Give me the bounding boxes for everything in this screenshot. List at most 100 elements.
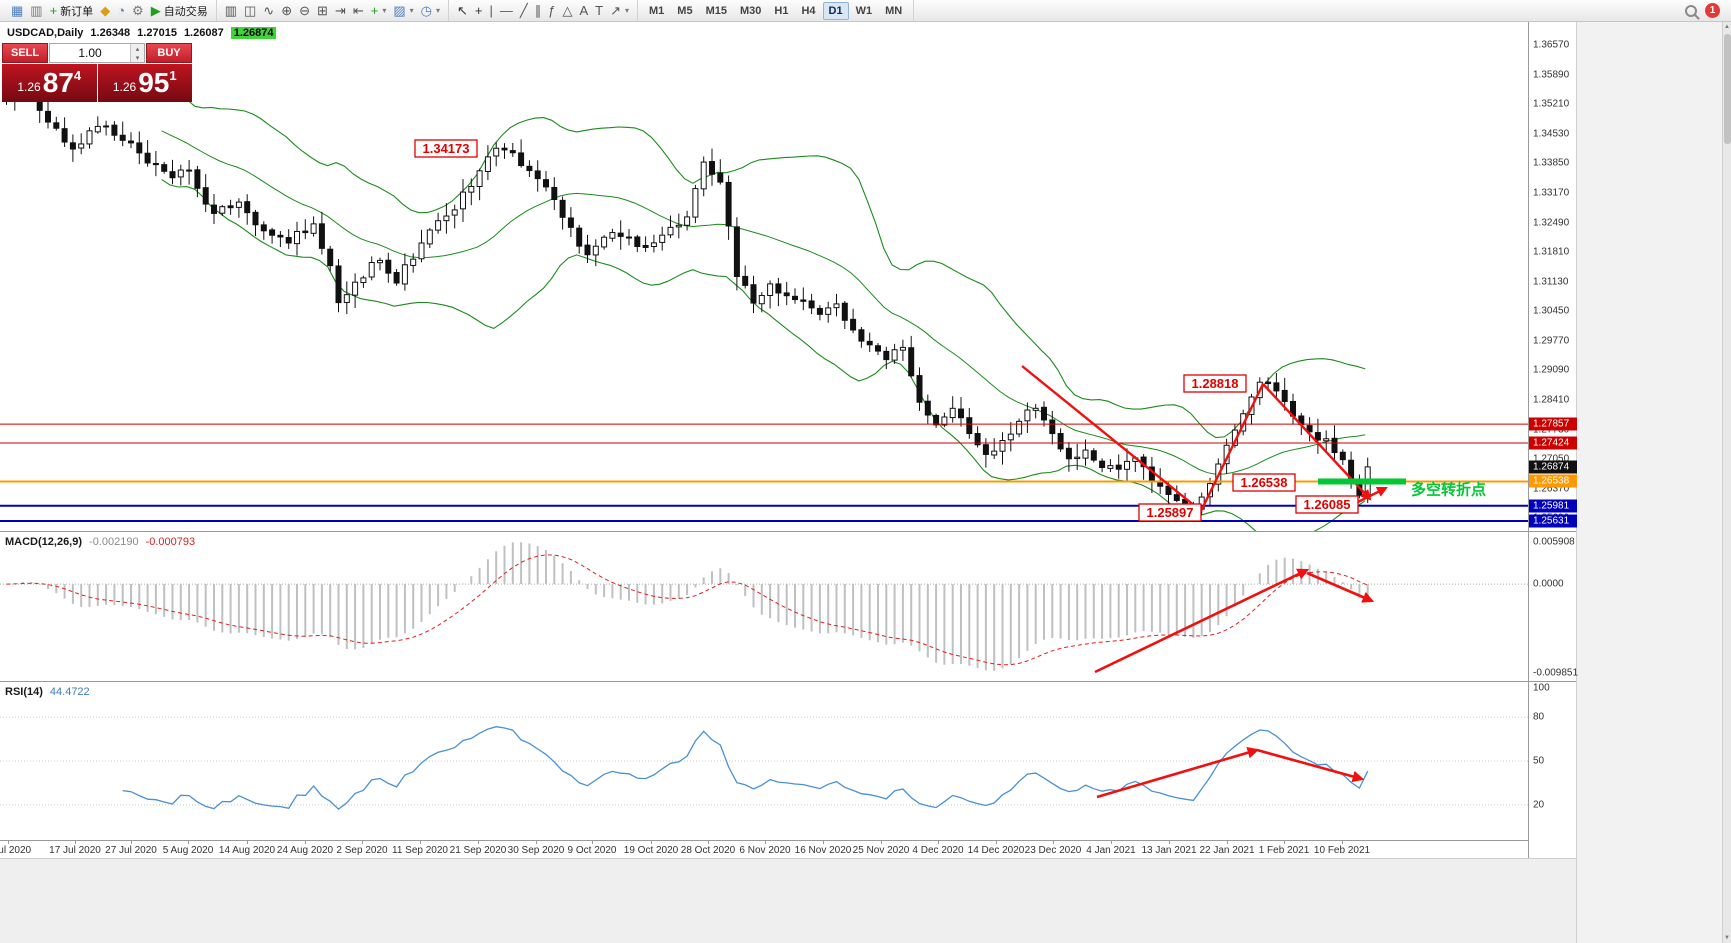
tile-windows-icon[interactable]: ⊞: [314, 2, 331, 20]
buy-price-tile[interactable]: 1.26 95 1: [97, 64, 192, 102]
macd-histogram: [13, 542, 1369, 671]
candlestick-chart-icon[interactable]: ◫: [241, 2, 259, 20]
lot-size-value[interactable]: 1.00: [78, 46, 102, 60]
bid-prefix: 1.26: [17, 79, 41, 94]
new-order-button[interactable]: + 新订单: [47, 2, 97, 20]
chevron-down-icon: ▾: [382, 6, 387, 15]
mdi-background: [1576, 22, 1722, 943]
text-icon: A: [579, 3, 589, 18]
date-tick: [996, 841, 997, 844]
channel-icon[interactable]: ∥: [532, 2, 545, 20]
ask-prefix: 1.26: [112, 79, 137, 94]
search-icon[interactable]: [1685, 4, 1697, 17]
autotrading-button[interactable]: ▶ 自动交易: [148, 2, 211, 20]
axis-label: 1.33850: [1533, 157, 1570, 169]
rsi-panel[interactable]: [0, 682, 1528, 840]
date-tick: [1227, 841, 1228, 844]
arrows-icon[interactable]: ↗ ▾: [607, 2, 632, 20]
new-chart-icon: +: [370, 3, 379, 18]
timeframe-d1[interactable]: D1: [822, 1, 849, 20]
channel-icon: ∥: [534, 3, 542, 18]
line-chart-icon[interactable]: ∿: [260, 2, 277, 20]
market-watch-icon[interactable]: ▥: [27, 2, 45, 20]
date-tick: [478, 841, 479, 844]
auto-scroll-icon[interactable]: ⇥: [332, 2, 349, 20]
time-axis[interactable]: 8 Jul 2020 17 Jul 2020 27 Jul 2020 5 Aug 20…: [0, 840, 1528, 858]
axis-label: -0.009851: [1533, 667, 1579, 679]
timeframe-h4[interactable]: H4: [801, 4, 816, 17]
date-label: 4 Jan 2021: [1086, 845, 1136, 856]
timeframe-m1[interactable]: M1: [649, 4, 665, 17]
chart-shift-icon[interactable]: ⇤: [350, 2, 367, 20]
date-label: 8 Jul 2020: [0, 845, 32, 856]
text-label-icon[interactable]: T: [592, 2, 606, 20]
trendline-icon[interactable]: ╱: [517, 2, 531, 20]
date-tick: [420, 841, 421, 844]
panel-separator[interactable]: [0, 681, 1576, 682]
date-label: 21 Sep 2020: [449, 845, 507, 856]
timeframe-m30[interactable]: M30: [739, 4, 762, 17]
period-icon: ◷: [420, 3, 432, 18]
timeframe-m15[interactable]: M15: [705, 4, 727, 17]
main-price-chart[interactable]: 多空转折点 1.34173 1.28818 1.26538 1.25897 1.26085: [0, 22, 1528, 531]
scrollbar-thumb[interactable]: [1724, 34, 1731, 144]
period-icon[interactable]: ◷ ▾: [418, 2, 443, 20]
buy-button[interactable]: BUY: [146, 43, 192, 63]
crosshair-icon[interactable]: +: [472, 2, 486, 20]
date-tick: [765, 841, 766, 844]
chart-window-icon: ▦: [11, 3, 24, 18]
profiles-icon[interactable]: ▨ ▾: [390, 2, 416, 20]
timeframe-mn[interactable]: MN: [885, 4, 903, 17]
timeframe-w1[interactable]: W1: [855, 4, 873, 17]
new-chart-icon[interactable]: + ▾: [368, 2, 390, 20]
bar-chart-icon: ▥: [224, 3, 237, 18]
notification-badge[interactable]: 1: [1705, 3, 1720, 18]
zoom-out-icon: ⊖: [299, 3, 311, 18]
axis-label: 1.35890: [1533, 69, 1570, 81]
history-center-icon: ◔: [117, 3, 126, 18]
scroll-up-icon[interactable]: ▲: [1724, 24, 1730, 30]
zoom-in-icon[interactable]: ⊕: [278, 2, 295, 20]
history-center-icon[interactable]: ◔: [114, 2, 128, 20]
cursor-icon[interactable]: ↖: [454, 2, 471, 20]
date-tick: [938, 841, 939, 844]
price-callouts-layer[interactable]: 1.34173 1.28818 1.26538 1.25897 1.26085: [414, 139, 1359, 522]
shapes-icon: △: [562, 3, 573, 18]
vertical-line-icon[interactable]: |: [487, 2, 496, 20]
sell-button[interactable]: SELL: [2, 43, 48, 63]
date-label: 9 Oct 2020: [567, 845, 617, 856]
zoom-out-icon[interactable]: ⊖: [296, 2, 313, 20]
new-order-button-label: 新订单: [60, 5, 94, 18]
axis-label: 100: [1533, 682, 1550, 694]
horizontal-line-icon[interactable]: —: [497, 2, 516, 20]
price-axis[interactable]: 1.36570 1.35890 1.35210 1.34530 1.33850 1.331…: [1528, 22, 1579, 858]
price-badge: 1.27424: [1529, 436, 1577, 450]
fibonacci-icon[interactable]: ƒ: [545, 2, 558, 20]
date-label: 11 Sep 2020: [392, 845, 448, 856]
decrease-lot-icon[interactable]: ▾: [131, 53, 144, 62]
scroll-down-icon[interactable]: ▼: [1724, 935, 1730, 941]
date-tick: [823, 841, 824, 844]
sell-price-tile[interactable]: 1.26 87 4: [2, 64, 97, 102]
bar-chart-icon[interactable]: ▥: [222, 2, 240, 20]
ask-pip-digit: 1: [169, 68, 177, 83]
date-label: 17 Jul 2020: [49, 845, 101, 856]
lot-size-input[interactable]: 1.00 ▴ ▾: [49, 43, 145, 63]
text-icon[interactable]: A: [576, 2, 591, 20]
increase-lot-icon[interactable]: ▴: [131, 44, 144, 53]
date-tick: [305, 841, 306, 844]
lot-stepper[interactable]: ▴ ▾: [130, 44, 144, 62]
bid-pip-digit: 4: [73, 68, 82, 83]
metaeditor-icon: ◆: [100, 3, 111, 18]
macd-panel[interactable]: [0, 532, 1528, 681]
axis-label: 1.34530: [1533, 128, 1570, 140]
chart-window-icon[interactable]: ▦: [8, 2, 26, 20]
metaeditor-icon[interactable]: ◆: [97, 2, 113, 20]
price-badge: 1.26874: [1529, 460, 1577, 474]
shapes-icon[interactable]: △: [559, 2, 575, 20]
timeframe-m5[interactable]: M5: [677, 4, 693, 17]
options-icon[interactable]: ⚙: [129, 2, 147, 20]
panel-separator[interactable]: [0, 531, 1576, 532]
timeframe-h1[interactable]: H1: [774, 4, 789, 17]
vertical-scrollbar[interactable]: ▲ ▼: [1722, 22, 1731, 943]
